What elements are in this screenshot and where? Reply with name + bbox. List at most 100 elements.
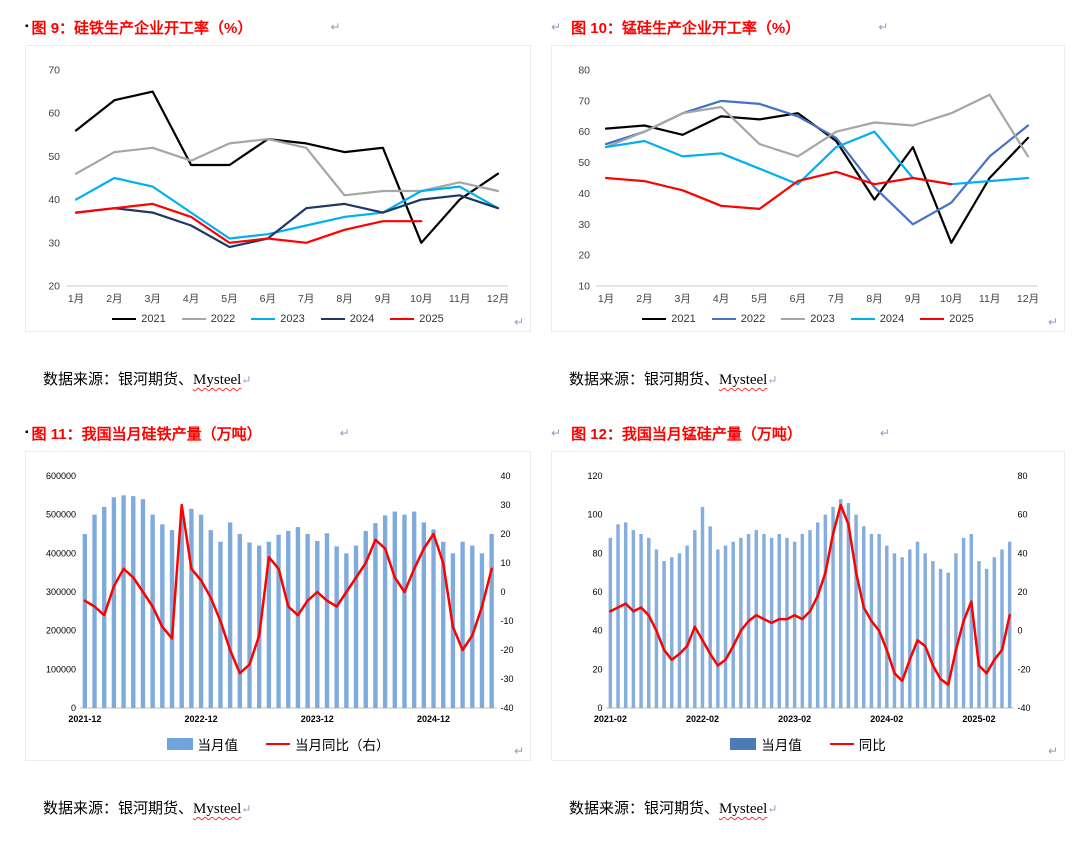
legend-label: 同比 <box>858 738 886 753</box>
svg-text:11月: 11月 <box>979 293 1000 305</box>
paragraph-mark-icon: ↵ <box>513 315 524 329</box>
source-text: 数据来源：银河期货、 <box>569 372 720 388</box>
svg-text:40: 40 <box>1018 548 1028 558</box>
paragraph-mark-icon: ↵ <box>878 20 889 34</box>
svg-text:60: 60 <box>578 126 590 138</box>
paragraph-mark-icon: ↵ <box>767 802 778 816</box>
legend-item: 2023 <box>781 313 835 325</box>
svg-text:70: 70 <box>48 65 60 77</box>
legend-label: 2024 <box>349 313 375 325</box>
left-axis-labels: 0 100000 200000 300000 400000 500000 600000 <box>46 471 76 713</box>
figure-11-block: ▪ 图 11：我国当月硅铁产量（万吨） ↵ 0 100000 200000 30000… <box>25 420 531 818</box>
list-bullet-icon: ▪ <box>25 427 29 438</box>
figure-11-title: 图 11：我国当月硅铁产量（万吨） <box>31 425 262 443</box>
legend-item: 2024 <box>850 313 905 325</box>
svg-text:2025-02: 2025-02 <box>962 714 995 724</box>
svg-text:0: 0 <box>1018 626 1023 636</box>
svg-text:1月: 1月 <box>68 293 84 305</box>
figure-10-title-row: ↵ 图 10：锰硅生产企业开工率（%） ↵ <box>551 14 1065 40</box>
svg-text:8月: 8月 <box>336 293 352 305</box>
legend-line-swatch <box>266 742 290 746</box>
paragraph-mark-icon: ↵ <box>241 373 252 387</box>
legend-label: 2021 <box>141 313 166 325</box>
svg-text:120: 120 <box>587 471 602 481</box>
legend-line-swatch <box>112 317 137 321</box>
y-axis-labels: 10 20 30 40 50 60 70 80 <box>578 65 590 293</box>
figure-11-legend: 当月值 当月同比（右） <box>32 734 524 754</box>
series-line-2023 <box>604 93 1030 158</box>
svg-text:2022-12: 2022-12 <box>185 714 218 724</box>
legend-line-swatch <box>181 317 206 321</box>
svg-text:7月: 7月 <box>298 293 314 305</box>
source-brand: Mysteel <box>719 372 768 388</box>
svg-text:30: 30 <box>578 219 590 231</box>
svg-text:30: 30 <box>501 500 511 510</box>
svg-text:4月: 4月 <box>713 293 729 305</box>
figure-9-source: 数据来源：银河期货、Mysteel↵ <box>43 368 531 389</box>
series-line-2023 <box>74 176 500 240</box>
legend-item: 2022 <box>181 313 236 325</box>
svg-text:40: 40 <box>501 471 511 481</box>
svg-text:2021-02: 2021-02 <box>594 714 627 724</box>
legend-line-swatch <box>850 317 875 321</box>
series-line-2025 <box>74 202 423 244</box>
svg-text:12月: 12月 <box>1017 293 1039 305</box>
legend-line-swatch <box>711 317 736 321</box>
bar-series-当月值 <box>82 495 494 708</box>
figure-9-chart-area: 20 30 40 50 60 70 1月 2月 3月 4月 5月 6月 7月 8月 9月 10月 11月 12月 … <box>25 45 531 332</box>
figure-9-title: 图 9：硅铁生产企业开工率（%） <box>31 19 253 37</box>
legend-label: 当月同比（右） <box>295 738 390 753</box>
figure-9-plot: 20 30 40 50 60 70 1月 2月 3月 4月 5月 6月 7月 8月 9月 10月 11月 12月 <box>48 65 509 306</box>
svg-text:60: 60 <box>1018 510 1028 520</box>
paragraph-mark-icon: ↵ <box>241 802 252 816</box>
svg-text:40: 40 <box>592 626 602 636</box>
legend-line-swatch <box>829 742 854 746</box>
svg-text:80: 80 <box>1018 471 1028 481</box>
legend-label: 2023 <box>810 313 835 325</box>
svg-text:2月: 2月 <box>636 293 652 305</box>
svg-text:30: 30 <box>48 237 60 249</box>
svg-text:40: 40 <box>578 188 590 200</box>
paragraph-mark-icon: ↵ <box>330 20 341 34</box>
svg-text:10: 10 <box>501 558 511 568</box>
legend-label: 2021 <box>671 313 696 325</box>
svg-text:5月: 5月 <box>221 293 237 305</box>
series-line-2021 <box>74 90 500 244</box>
line-series-当月同比（右） <box>83 503 493 675</box>
figure-12-title: 图 12：我国当月锰硅产量（万吨） <box>571 425 802 443</box>
svg-text:20: 20 <box>592 664 602 674</box>
svg-text:9月: 9月 <box>905 293 921 305</box>
legend-line-swatch <box>251 317 276 321</box>
source-brand: Mysteel <box>193 801 242 817</box>
source-text: 数据来源：银河期货、 <box>43 801 194 817</box>
paragraph-mark-icon: ↵ <box>1047 315 1058 329</box>
legend-label: 2022 <box>210 313 236 325</box>
legend-line-swatch <box>320 317 345 321</box>
svg-text:0: 0 <box>501 587 506 597</box>
svg-text:500000: 500000 <box>46 510 76 520</box>
x-axis-labels: 2021-02 2022-02 2023-02 2024-02 2025-02 <box>594 714 996 724</box>
legend-label: 2024 <box>879 313 905 325</box>
legend-item: 2021 <box>112 313 166 325</box>
svg-text:-20: -20 <box>1018 664 1031 674</box>
series-line-2024 <box>74 194 500 249</box>
legend-item: 2023 <box>251 313 305 325</box>
paragraph-mark-icon: ↵ <box>513 744 524 758</box>
svg-text:2024-12: 2024-12 <box>417 714 450 724</box>
legend-line-swatch <box>642 317 667 321</box>
figure-10-plot: 10 20 30 40 50 60 70 80 1月 2月 3月 4月 5月 6月 7月 8月 9月 10月 11月… <box>578 65 1039 306</box>
legend-item: 2025 <box>390 313 444 325</box>
svg-text:20: 20 <box>578 250 590 262</box>
legend-bar-swatch <box>730 738 757 750</box>
figure-11-title-row: ▪ 图 11：我国当月硅铁产量（万吨） ↵ <box>25 420 531 446</box>
paragraph-mark-icon: ↵ <box>339 426 350 440</box>
legend-item: 2022 <box>711 313 765 325</box>
svg-text:-20: -20 <box>501 645 514 655</box>
svg-text:3月: 3月 <box>675 293 691 305</box>
legend-line-swatch <box>920 317 945 321</box>
svg-text:4月: 4月 <box>183 293 199 305</box>
source-brand: Mysteel <box>719 801 768 817</box>
line-series-同比 <box>609 503 1011 687</box>
x-axis-labels: 1月 2月 3月 4月 5月 6月 7月 8月 9月 10月 11月 12月 <box>598 293 1039 305</box>
